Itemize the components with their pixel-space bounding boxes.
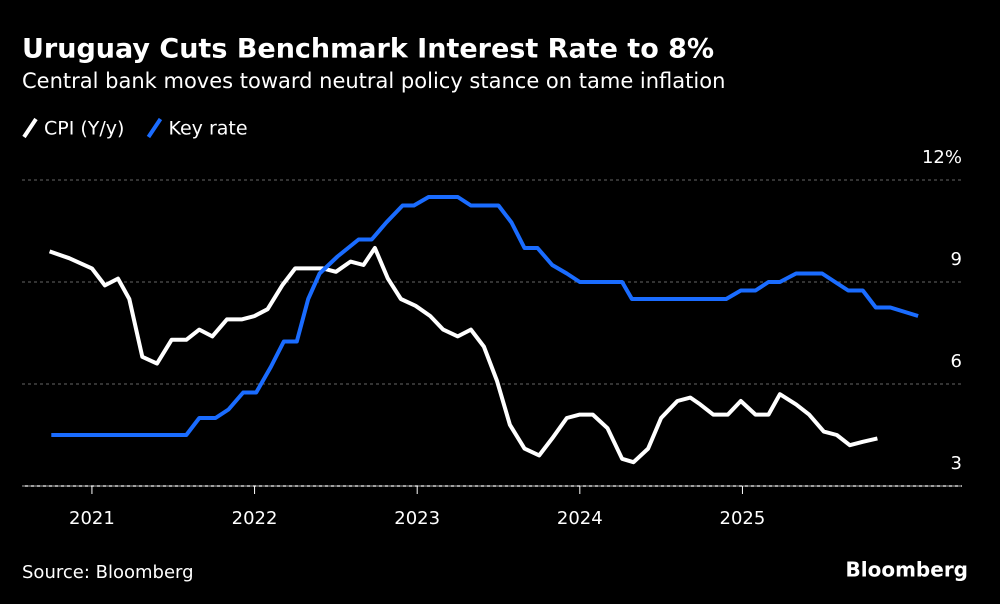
x-tick-label: 2023 bbox=[394, 508, 440, 529]
legend-label: Key rate bbox=[168, 118, 247, 140]
y-tick-label: 12% bbox=[922, 147, 962, 168]
y-tick-label: 9 bbox=[951, 249, 962, 270]
legend-swatch bbox=[146, 117, 163, 139]
x-tick-label: 2022 bbox=[232, 508, 278, 529]
chart-title: Uruguay Cuts Benchmark Interest Rate to … bbox=[22, 34, 714, 65]
chart-subtitle: Central bank moves toward neutral policy… bbox=[22, 69, 725, 93]
x-tick-label: 2024 bbox=[557, 508, 603, 529]
legend-label: CPI (Y/y) bbox=[44, 118, 124, 140]
x-tick-label: 2021 bbox=[69, 508, 115, 529]
y-tick-label: 6 bbox=[951, 351, 962, 372]
legend-swatch bbox=[22, 117, 38, 139]
series-line bbox=[51, 195, 919, 437]
y-tick-label: 3 bbox=[951, 453, 962, 474]
logo: Bloomberg bbox=[846, 558, 968, 582]
series-line bbox=[48, 246, 878, 465]
source: Source: Bloomberg bbox=[22, 562, 194, 583]
x-tick-label: 2025 bbox=[720, 508, 766, 529]
